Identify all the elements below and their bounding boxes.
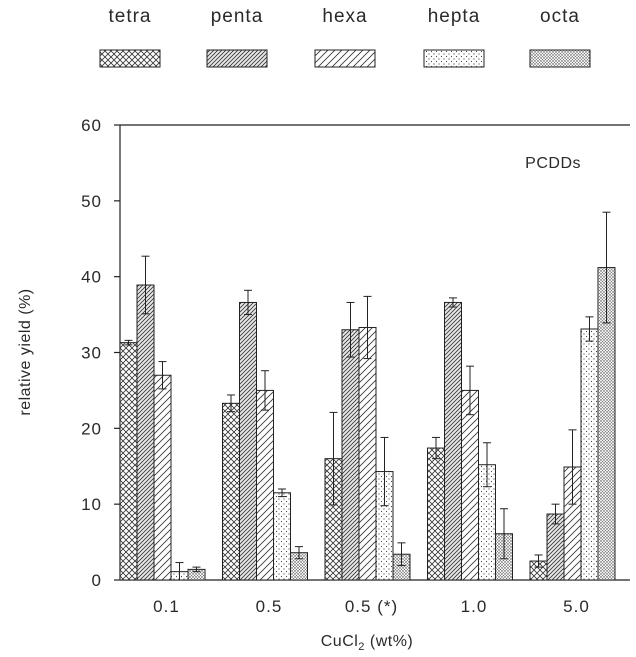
x-tick-label: 5.0 — [563, 597, 590, 616]
bar-penta — [444, 301, 462, 581]
bar-tetra — [427, 447, 445, 581]
bars — [119, 267, 616, 581]
chart-annotation: PCDDs — [525, 155, 581, 172]
x-ticks: 0.1 0.5 0.5 (*) 1.0 5.0 — [153, 597, 590, 616]
legend-swatch-tetra — [99, 49, 161, 68]
x-tick-label: 0.1 — [153, 597, 180, 616]
bar-hexa — [461, 389, 479, 581]
legend-swatch-octa — [529, 49, 591, 68]
bar-penta — [341, 329, 360, 581]
legend-swatch-hexa — [314, 49, 376, 68]
x-axis-title-sub: 2 — [358, 641, 365, 653]
y-tick-label: 50 — [81, 192, 102, 211]
legend-label-hexa: hexa — [322, 6, 367, 27]
x-tick-label: 0.5 (*) — [345, 597, 398, 616]
x-tick-label: 1.0 — [461, 597, 488, 616]
x-axis-title: CuCl2 (wt%) — [321, 633, 414, 653]
x-tick-label: 0.5 — [256, 597, 283, 616]
error-bars — [124, 211, 611, 581]
y-tick-label: 30 — [81, 344, 102, 363]
bar-hepta — [580, 328, 599, 581]
legend-swatch-hepta — [423, 49, 485, 68]
bar-hexa — [358, 326, 377, 581]
y-tick-label: 0 — [92, 571, 102, 590]
legend-swatch-penta — [206, 49, 268, 68]
legend: tetra penta hexa hepta octa — [99, 6, 591, 68]
y-ticks: 0 10 20 30 40 50 60 — [81, 116, 120, 590]
bar-tetra — [119, 342, 138, 581]
bar-hexa — [153, 374, 172, 581]
y-tick-label: 40 — [81, 268, 102, 287]
bar-hexa — [256, 389, 274, 581]
x-axis-title-main: CuCl — [321, 633, 359, 650]
y-tick-label: 10 — [81, 495, 102, 514]
legend-label-tetra: tetra — [108, 6, 151, 27]
y-tick-label: 60 — [81, 116, 102, 135]
bar-penta — [239, 301, 257, 581]
x-axis-title-tail: (wt%) — [365, 633, 413, 650]
bar-tetra — [222, 402, 240, 581]
y-tick-label: 20 — [81, 419, 102, 438]
y-axis-title: relative yield (%) — [17, 288, 34, 415]
legend-label-octa: octa — [540, 6, 580, 27]
legend-label-hepta: hepta — [428, 6, 481, 27]
bar-hepta — [273, 492, 291, 581]
bar-penta — [136, 284, 155, 581]
legend-label-penta: penta — [211, 6, 264, 27]
